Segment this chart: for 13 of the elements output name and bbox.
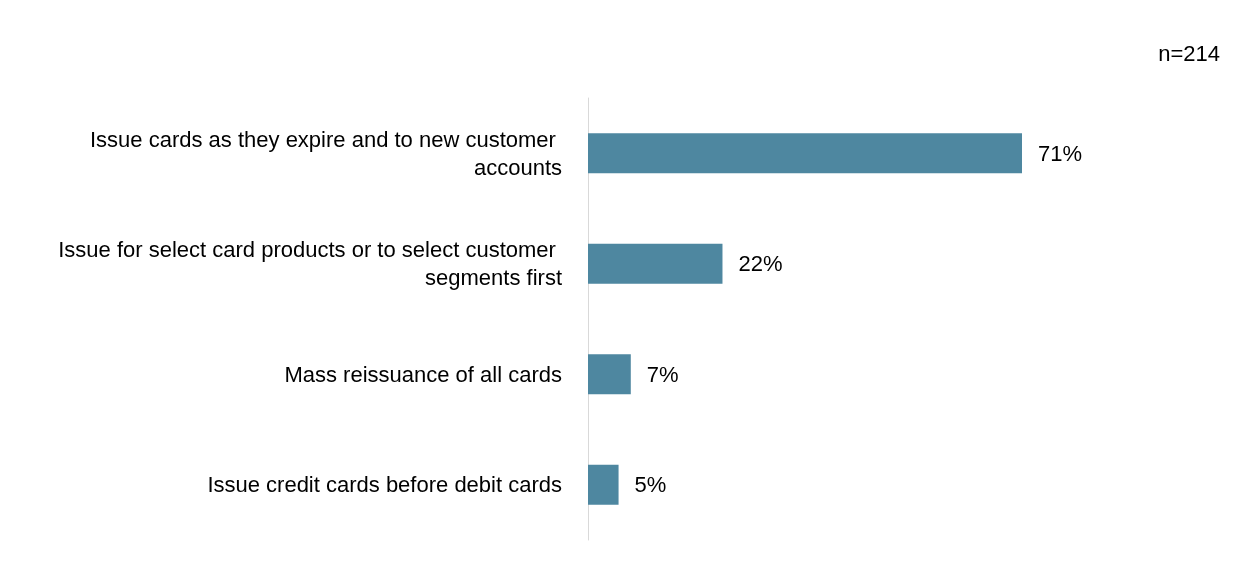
- y-tick-label: Issue credit cards before debit cards: [207, 472, 562, 498]
- y-tick-label: Mass reissuance of all cards: [284, 361, 562, 387]
- y-tick-label: Issue cards as they expire and to new customer accounts: [89, 126, 562, 180]
- data-label: 71%: [1038, 140, 1083, 166]
- y-tick-label: Issue for select card products or to select customer segments first: [58, 237, 562, 291]
- bar: [588, 464, 619, 505]
- bar: [588, 354, 631, 395]
- text: n=214: [1158, 40, 1221, 66]
- bar: [588, 243, 723, 284]
- bar: [588, 133, 1022, 174]
- data-label: 7%: [646, 361, 679, 387]
- data-label: 5%: [634, 472, 667, 498]
- data-label: 22%: [738, 251, 783, 277]
